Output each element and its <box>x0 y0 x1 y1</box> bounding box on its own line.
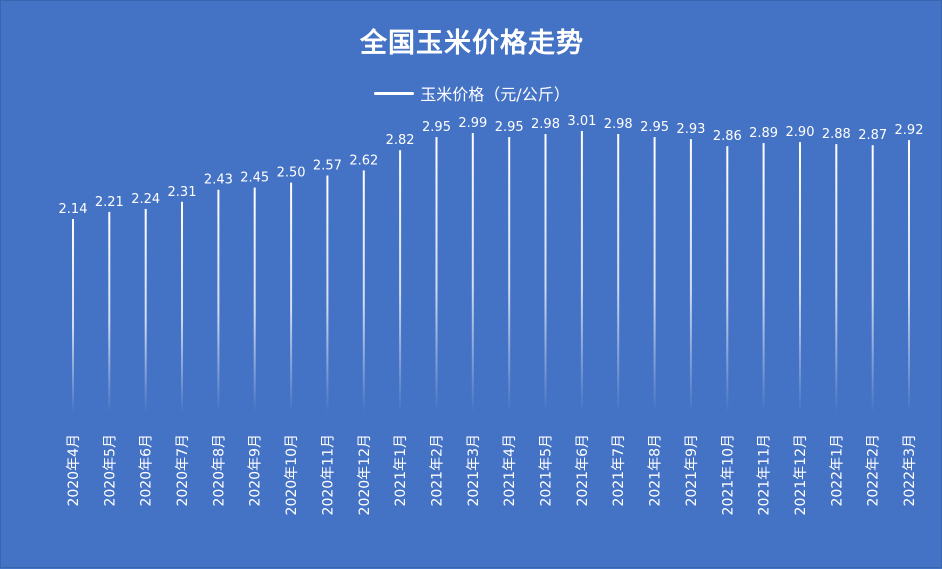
x-tick-label: 2020年7月 <box>175 434 191 507</box>
x-tick-label: 2022年1月 <box>829 434 845 507</box>
bar <box>253 187 256 413</box>
x-tick-label: 2021年2月 <box>430 434 446 507</box>
x-tick-label: 2021年8月 <box>648 434 664 507</box>
bar <box>726 146 729 413</box>
data-label: 2.95 <box>640 120 669 135</box>
bar <box>144 208 147 413</box>
bar <box>217 189 220 413</box>
bar <box>399 150 402 413</box>
bar <box>653 137 656 413</box>
bar <box>435 137 438 413</box>
x-tick-label: 2021年7月 <box>611 434 627 507</box>
data-label: 2.62 <box>349 153 378 168</box>
x-tick-label: 2021年5月 <box>539 434 555 507</box>
data-label: 2.45 <box>240 171 269 186</box>
data-label: 2.90 <box>786 125 815 140</box>
x-tick-label: 2022年3月 <box>902 434 918 507</box>
data-label: 2.86 <box>713 129 742 144</box>
x-tick-label: 2021年4月 <box>502 434 518 507</box>
data-label: 2.99 <box>458 116 487 131</box>
x-tick-label: 2021年6月 <box>575 434 591 507</box>
bar <box>544 134 547 413</box>
bar <box>362 170 365 413</box>
x-tick-label: 2020年11月 <box>320 434 336 515</box>
data-label: 2.50 <box>277 166 306 181</box>
data-label: 2.31 <box>168 185 197 200</box>
bar <box>908 140 910 413</box>
x-tick-label: 2020年12月 <box>357 434 373 515</box>
bar <box>835 144 838 413</box>
bar <box>762 143 765 413</box>
data-label: 2.92 <box>895 123 924 138</box>
data-label: 2.95 <box>495 120 524 135</box>
bar <box>689 139 692 413</box>
x-tick-label: 2022年2月 <box>866 434 882 507</box>
data-label: 2.98 <box>531 117 560 132</box>
x-tick-label: 2020年5月 <box>102 434 118 507</box>
bar <box>290 182 293 413</box>
x-tick-label: 2020年9月 <box>248 434 264 507</box>
data-label: 2.93 <box>676 122 705 137</box>
bar <box>617 134 620 413</box>
data-label: 2.89 <box>749 126 778 141</box>
x-tick-label: 2020年8月 <box>211 434 227 507</box>
bar <box>508 137 511 413</box>
data-label: 2.24 <box>131 192 160 207</box>
data-label: 2.95 <box>422 120 451 135</box>
bar <box>326 175 329 413</box>
bar <box>799 142 801 413</box>
legend-swatch <box>374 91 415 95</box>
bar <box>72 219 74 413</box>
data-label: 3.01 <box>567 114 596 129</box>
legend: 玉米价格（元/公斤） <box>1 81 942 105</box>
bar <box>181 201 183 413</box>
x-tick-label: 2021年12月 <box>793 434 809 515</box>
x-tick-label: 2021年11月 <box>757 434 773 515</box>
x-tick-label: 2020年6月 <box>139 434 155 507</box>
x-tick-label: 2021年1月 <box>393 434 409 507</box>
x-tick-label: 2021年3月 <box>466 434 482 507</box>
bar <box>108 211 111 413</box>
bar <box>871 145 874 413</box>
data-label: 2.87 <box>858 128 887 143</box>
bar <box>580 131 583 413</box>
data-label: 2.21 <box>95 195 124 210</box>
x-tick-label: 2021年9月 <box>684 434 700 507</box>
data-label: 2.98 <box>604 117 633 132</box>
data-label: 2.57 <box>313 159 342 174</box>
x-tick-label: 2021年10月 <box>720 434 736 515</box>
data-label: 2.43 <box>204 173 233 188</box>
bar <box>471 133 474 413</box>
data-label: 2.82 <box>386 133 415 148</box>
x-tick-label: 2020年4月 <box>66 434 82 507</box>
x-tick-label: 2020年10月 <box>284 434 300 515</box>
legend-label: 玉米价格（元/公斤） <box>420 85 570 104</box>
data-label: 2.14 <box>59 202 88 217</box>
data-label: 2.88 <box>822 127 851 142</box>
chart-title: 全国玉米价格走势 <box>360 28 584 59</box>
